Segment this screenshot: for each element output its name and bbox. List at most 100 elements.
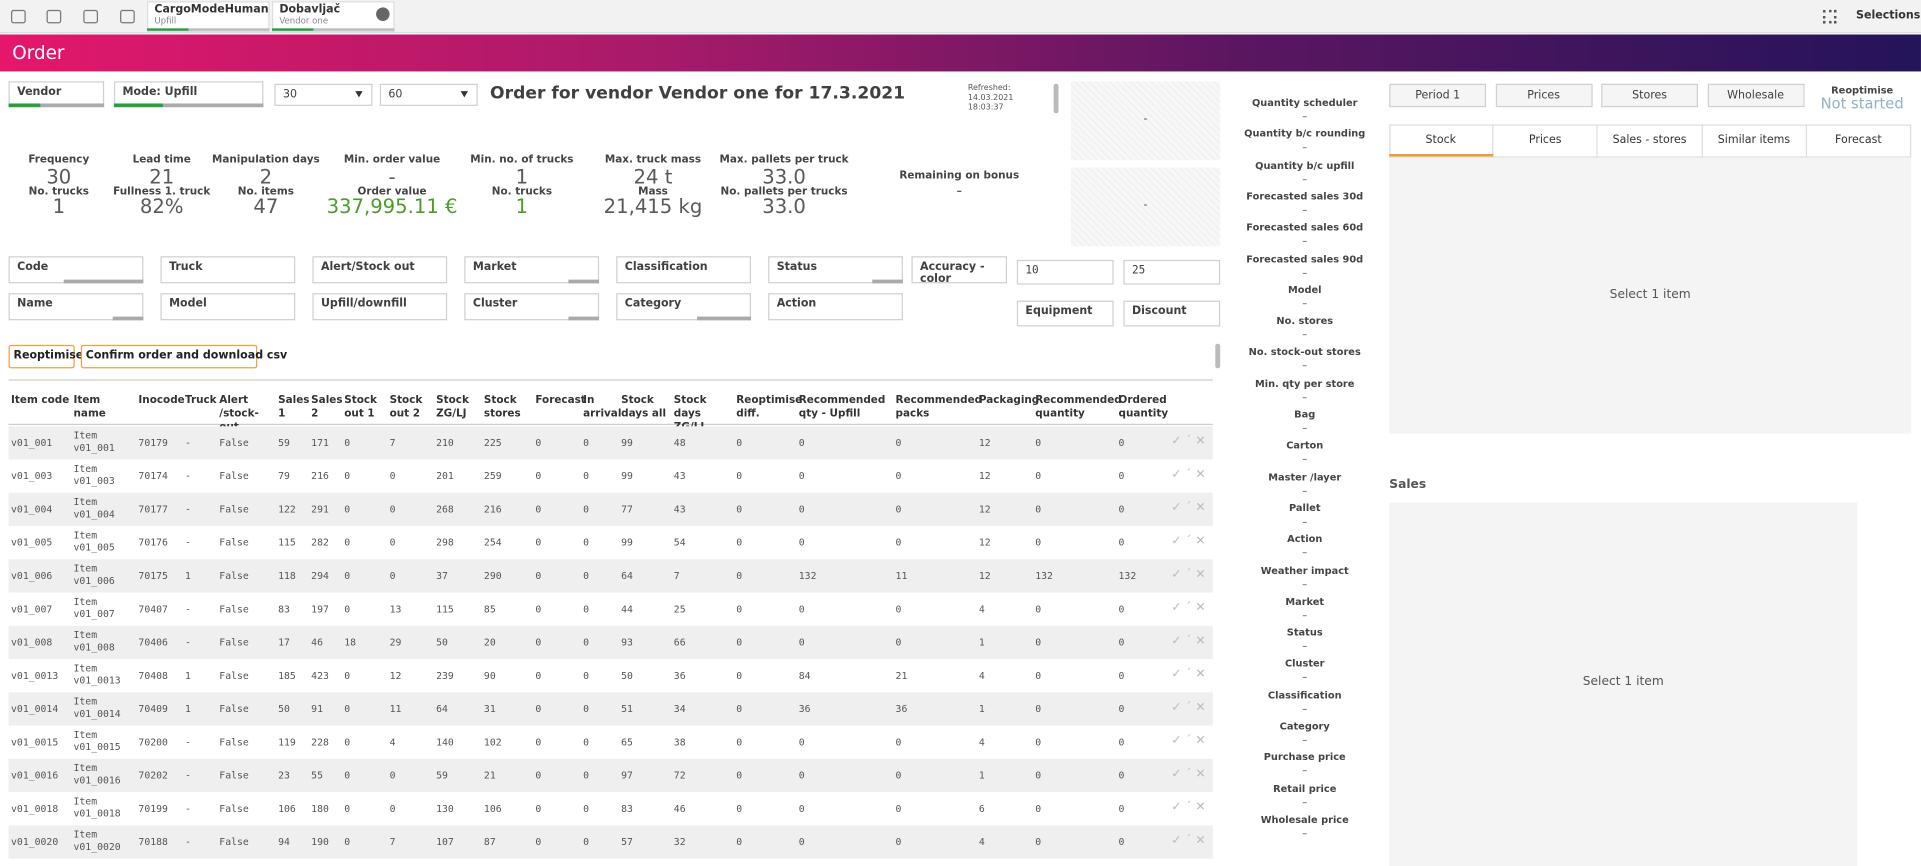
filter[interactable]: Model xyxy=(160,293,296,321)
dropdown[interactable]: 30 xyxy=(274,83,373,106)
toolbar-icon[interactable] xyxy=(83,9,99,24)
field-label: Category xyxy=(1279,720,1330,732)
table-cell: 0 xyxy=(1035,636,1042,648)
table-cell: 0 xyxy=(535,537,542,549)
filter[interactable]: Truck xyxy=(160,256,296,284)
table-cell: Item v01_008 xyxy=(73,629,115,653)
filter[interactable]: Market xyxy=(464,256,600,284)
sheet-tab[interactable] xyxy=(147,1,270,33)
filter[interactable]: Category xyxy=(616,293,751,321)
table-cell: 0 xyxy=(1118,437,1125,449)
field-label: Purchase price xyxy=(1263,751,1346,763)
toolbar-icon[interactable] xyxy=(11,9,26,24)
selections[interactable]: Selections xyxy=(1856,9,1921,23)
table-cell: 130 xyxy=(436,803,454,815)
tab-close xyxy=(376,7,390,21)
table-cell: Item v01_0016 xyxy=(73,762,121,786)
period-button[interactable]: Prices xyxy=(1495,83,1593,108)
filter[interactable]: Code xyxy=(8,256,144,284)
filter-bar xyxy=(112,316,144,321)
kpi-label: Lead time xyxy=(132,153,191,167)
table-cell: 0 xyxy=(736,570,743,582)
stock-panel xyxy=(1389,157,1912,434)
action-button[interactable]: Reoptimise xyxy=(8,344,83,369)
table-cell: 0 xyxy=(895,769,902,782)
input[interactable]: 25 xyxy=(1123,259,1221,285)
table-cell: 21 xyxy=(895,670,908,682)
detail-tab[interactable]: Prices xyxy=(1494,124,1598,158)
table-cell: 1 xyxy=(978,636,985,648)
filter-box[interactable]: Vendor xyxy=(8,81,105,108)
field-label: Forecasted sales 30d xyxy=(1246,190,1364,202)
sheet-tab[interactable] xyxy=(271,1,395,33)
table-cell: 46 xyxy=(673,803,686,815)
table-cell: v01_0015 xyxy=(11,736,59,748)
table-cell: 79 xyxy=(278,470,290,482)
filter-bar xyxy=(568,316,600,321)
filter[interactable]: Upfill/downfill xyxy=(312,293,448,321)
table-cell: 115 xyxy=(436,603,454,615)
filter[interactable]: Equipment xyxy=(1016,300,1114,327)
detail-tab[interactable]: Sales - stores xyxy=(1598,124,1703,158)
table-row xyxy=(8,559,1213,593)
filter[interactable]: Cluster xyxy=(464,293,600,321)
table-cell: 11 xyxy=(389,703,402,715)
table-cell: 0 xyxy=(895,437,902,449)
table-cell: False xyxy=(219,470,249,482)
stock-empty: Select 1 item xyxy=(1609,288,1691,302)
toolbar-icon[interactable] xyxy=(46,9,62,24)
dropdown[interactable]: 60 xyxy=(379,83,478,106)
table-cell: 0 xyxy=(535,636,542,648)
table-cell: 0 xyxy=(535,503,542,515)
detail-tab[interactable]: Forecast xyxy=(1807,124,1912,158)
table-cell: 50 xyxy=(278,703,290,715)
table-cell: 0 xyxy=(389,769,396,782)
table-cell: 0 xyxy=(344,736,351,748)
filter[interactable]: Status xyxy=(768,256,903,284)
table-cell: False xyxy=(219,603,249,615)
column-header: Ordered quantity xyxy=(1118,394,1169,421)
table-cell: 0 xyxy=(583,437,590,449)
table-cell: 282 xyxy=(311,537,329,549)
detail-tab[interactable]: Similar items xyxy=(1702,124,1807,158)
filter[interactable]: Discount xyxy=(1123,300,1221,327)
table-cell: 38 xyxy=(673,736,686,748)
table-cell: 0 xyxy=(535,803,542,815)
selections-icon[interactable] xyxy=(1822,9,1837,24)
table-cell: 29 xyxy=(389,636,402,648)
field-value: – xyxy=(1302,703,1308,715)
filter-bar-rest xyxy=(163,103,264,108)
column-header: Item name xyxy=(73,394,106,421)
filter[interactable]: Accuracy - color xyxy=(911,256,1008,286)
table-cell: 0 xyxy=(736,470,743,482)
field-value: – xyxy=(1302,422,1308,434)
field-label: Retail price xyxy=(1273,782,1337,795)
table-cell: 0 xyxy=(535,603,542,615)
table-cell: 0 xyxy=(1035,470,1042,482)
field-value: – xyxy=(1302,734,1308,746)
table-cell: 70175 xyxy=(138,570,168,582)
filter[interactable]: Alert/Stock out xyxy=(312,256,448,284)
detail-tab[interactable]: Stock xyxy=(1389,124,1494,158)
table-cell: 0 xyxy=(344,603,351,615)
field-value: – xyxy=(1302,110,1308,122)
toolbar-icon[interactable] xyxy=(120,9,135,24)
column-header: Sales 2 xyxy=(311,394,343,421)
period-button[interactable]: Stores xyxy=(1601,83,1698,108)
filter[interactable]: Classification xyxy=(616,256,751,284)
field-value: – xyxy=(1302,235,1308,247)
kpi-label: Max. pallets per truck xyxy=(719,153,849,167)
period-button[interactable]: Wholesale xyxy=(1707,83,1804,108)
row-icons: ✓ ´ ✕ xyxy=(1171,734,1206,748)
table-cell: 0 xyxy=(895,470,902,482)
input[interactable]: 10 xyxy=(1016,259,1114,285)
action-button[interactable]: Confirm order and download csv xyxy=(80,344,287,369)
filter[interactable]: Name xyxy=(8,293,144,321)
filter[interactable]: Action xyxy=(768,293,903,321)
field-label: Weather impact xyxy=(1260,564,1349,576)
period-button[interactable]: Period 1 xyxy=(1389,83,1487,108)
table-cell: 72 xyxy=(673,769,686,782)
kpi-label: Order value xyxy=(357,186,427,199)
field-value: – xyxy=(1302,484,1308,496)
table-cell: 36 xyxy=(895,703,908,715)
